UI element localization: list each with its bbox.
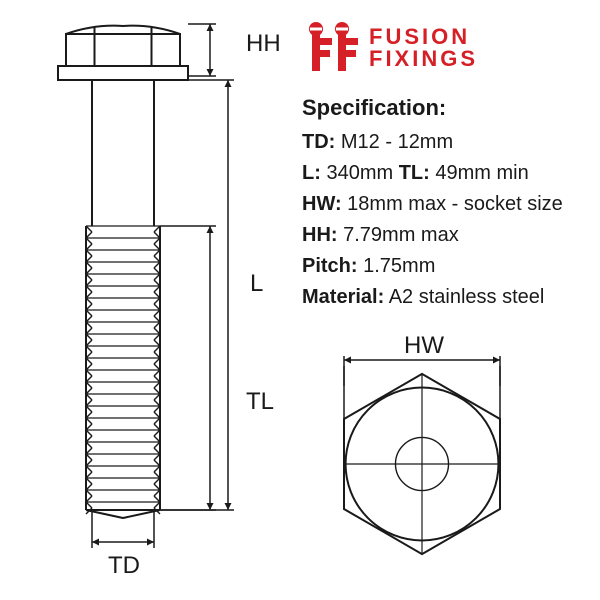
diagram-stage: FUSION FIXINGS Specification: TD: M12 - … — [0, 0, 600, 600]
spec-label: L: — [302, 162, 321, 184]
spec-value: M12 - 12mm — [335, 131, 453, 153]
spec-row: L: 340mm TL: 49mm min — [302, 158, 563, 189]
spec-row: Pitch: 1.75mm — [302, 251, 563, 282]
spec-value: 1.75mm — [358, 255, 436, 277]
brand-line-1: FUSION — [369, 26, 478, 48]
dim-label-l: L — [250, 270, 263, 298]
spec-value: 18mm max - socket size — [342, 193, 563, 215]
dim-label-hh: HH — [246, 30, 281, 58]
spec-row: HW: 18mm max - socket size — [302, 189, 563, 220]
spec-label: Pitch: — [302, 255, 358, 277]
brand-logo: FUSION FIXINGS — [305, 20, 478, 76]
spec-label: Material: — [302, 286, 384, 308]
brand-line-2: FIXINGS — [369, 48, 478, 70]
spec-label: HH: — [302, 224, 338, 246]
spec-label: TD: — [302, 131, 335, 153]
spec-value: A2 stainless steel — [384, 286, 544, 308]
dim-label-tl: TL — [246, 388, 274, 416]
spec-value: 340mm — [321, 162, 399, 184]
spec-value: 7.79mm max — [338, 224, 459, 246]
dim-label-hw: HW — [404, 332, 444, 360]
brand-mark-icon — [305, 20, 361, 76]
specification-block: Specification: TD: M12 - 12mmL: 340mm TL… — [302, 95, 563, 313]
spec-value: 49mm min — [430, 162, 529, 184]
spec-row: TD: M12 - 12mm — [302, 127, 563, 158]
spec-label: HW: — [302, 193, 342, 215]
spec-label: TL: — [399, 162, 430, 184]
spec-row: HH: 7.79mm max — [302, 220, 563, 251]
spec-row: Material: A2 stainless steel — [302, 282, 563, 313]
specification-heading: Specification: — [302, 95, 563, 121]
dim-label-td: TD — [108, 552, 140, 580]
